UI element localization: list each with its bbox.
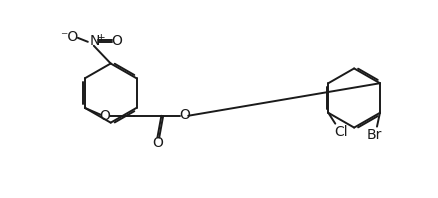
Text: O: O — [152, 136, 163, 150]
Text: Br: Br — [366, 129, 381, 143]
Text: N: N — [90, 34, 100, 48]
Text: O: O — [112, 34, 123, 48]
Text: O: O — [99, 109, 110, 123]
Text: Cl: Cl — [335, 125, 348, 139]
Text: ⁻O: ⁻O — [60, 30, 78, 44]
Text: +: + — [97, 33, 106, 43]
Text: O: O — [179, 108, 190, 122]
